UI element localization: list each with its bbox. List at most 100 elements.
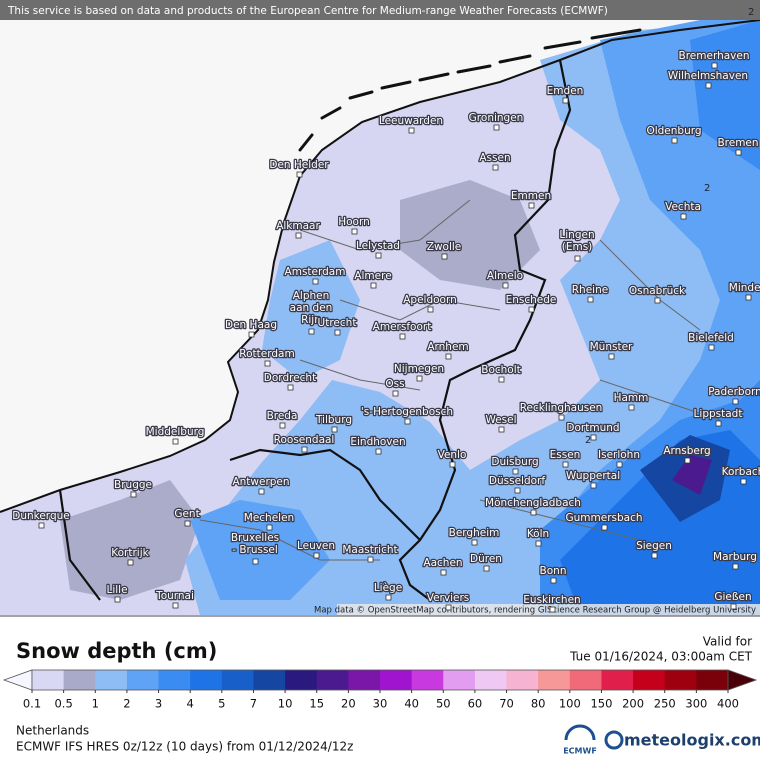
city-label: Essen [550, 449, 581, 461]
legend-tick-label: 7 [250, 697, 257, 711]
contour-label: 2 [748, 7, 754, 18]
city-label: - Brussel [232, 544, 278, 556]
city-label: Emden [547, 85, 584, 97]
legend-tick-label: 30 [373, 697, 388, 711]
city-marker [558, 414, 565, 421]
header-bar [0, 0, 760, 20]
city-label: Tournai [155, 590, 194, 602]
contour-label: 2 [585, 435, 591, 446]
ecmwf-text: ECMWF [563, 747, 597, 756]
city-marker [392, 390, 399, 397]
city-label: Gummersbach [565, 512, 642, 524]
city-label: Emmen [511, 190, 551, 202]
legend-swatch [285, 670, 318, 690]
city-marker [502, 282, 509, 289]
city-label: Osnabrück [629, 285, 686, 297]
city-marker [684, 457, 691, 464]
city-marker [351, 228, 358, 235]
city-marker [587, 296, 594, 303]
city-label: Roosendaal [274, 434, 335, 446]
legend-tick-label: 0.1 [23, 697, 41, 711]
region: Netherlands [16, 724, 89, 738]
legend-swatch [601, 670, 634, 690]
city-marker [740, 478, 747, 485]
city-label: Rheine [572, 284, 608, 296]
city-label: Maastricht [342, 544, 397, 556]
legend-swatch [538, 670, 571, 690]
city-marker [471, 539, 478, 546]
legend-swatch [696, 670, 729, 690]
city-marker [492, 164, 499, 171]
legend-tick-label: 15 [309, 697, 324, 711]
city-label: Enschede [506, 294, 557, 306]
legend-swatch [32, 670, 65, 690]
city-label: Lingen [559, 229, 594, 241]
city-label: Vechta [665, 201, 701, 213]
legend-swatch [506, 670, 539, 690]
city-marker [535, 540, 542, 547]
city-label: Köln [527, 528, 549, 540]
city-marker [279, 422, 286, 429]
legend-tick-label: 10 [278, 697, 293, 711]
city-label: Amsterdam [285, 266, 346, 278]
city-label: Euskirchen [523, 594, 580, 606]
legend-swatch [380, 670, 413, 690]
valid-label: Valid for [703, 635, 752, 649]
city-marker [130, 491, 137, 498]
city-label: Lelystad [356, 240, 400, 252]
city-marker [375, 448, 382, 455]
city-label: Bielefeld [688, 332, 734, 344]
city-marker [427, 306, 434, 313]
city-marker [562, 97, 569, 104]
city-label: Rotterdam [239, 348, 294, 360]
legend-tick-label: 80 [531, 697, 546, 711]
city-label: Verviers [427, 592, 470, 604]
brand-icon [604, 730, 624, 750]
city-label: Almere [354, 270, 391, 282]
city-marker [441, 253, 448, 260]
city-label: Bocholt [481, 364, 521, 376]
city-label: Leuven [297, 540, 335, 552]
city-marker [440, 569, 447, 576]
city-marker [590, 434, 597, 441]
city-label: Arnhem [427, 341, 468, 353]
legend-swatch [569, 670, 602, 690]
city-label: Duisburg [491, 456, 538, 468]
city-marker [295, 232, 302, 239]
city-marker [252, 558, 259, 565]
city-marker [745, 294, 752, 301]
city-label: Breda [267, 410, 298, 422]
city-marker [616, 461, 623, 468]
legend-tick-label: 300 [685, 697, 707, 711]
legend-tick-label: 4 [187, 697, 194, 711]
city-marker [308, 328, 315, 335]
city-marker [601, 524, 608, 531]
legend-tick-label: 60 [468, 697, 483, 711]
legend-swatch [474, 670, 508, 690]
city-marker [127, 559, 134, 566]
city-marker [498, 426, 505, 433]
city-marker [730, 603, 737, 610]
city-label: 's-Hertogenbosch [361, 406, 453, 418]
legend-tick-label: 1 [92, 697, 99, 711]
legend-tick-label: 150 [590, 697, 612, 711]
city-marker [287, 384, 294, 391]
legend-swatch [190, 670, 223, 690]
city-marker [264, 360, 271, 367]
city-label: Amersfoort [373, 321, 432, 333]
legend-swatch [158, 670, 191, 690]
legend-tick-label: 3 [155, 697, 162, 711]
city-label: Kortrijk [111, 547, 149, 559]
city-marker [172, 602, 179, 609]
legend-swatch [411, 670, 444, 690]
snow-blue-3 [690, 20, 760, 170]
city-label: Lippstadt [694, 408, 743, 420]
legend-swatch [443, 670, 476, 690]
coastline [0, 19, 760, 513]
city-marker [296, 171, 303, 178]
city-marker [514, 487, 521, 494]
city-marker [312, 278, 319, 285]
city-label: Utrecht [318, 317, 357, 329]
city-label: Assen [479, 152, 510, 164]
